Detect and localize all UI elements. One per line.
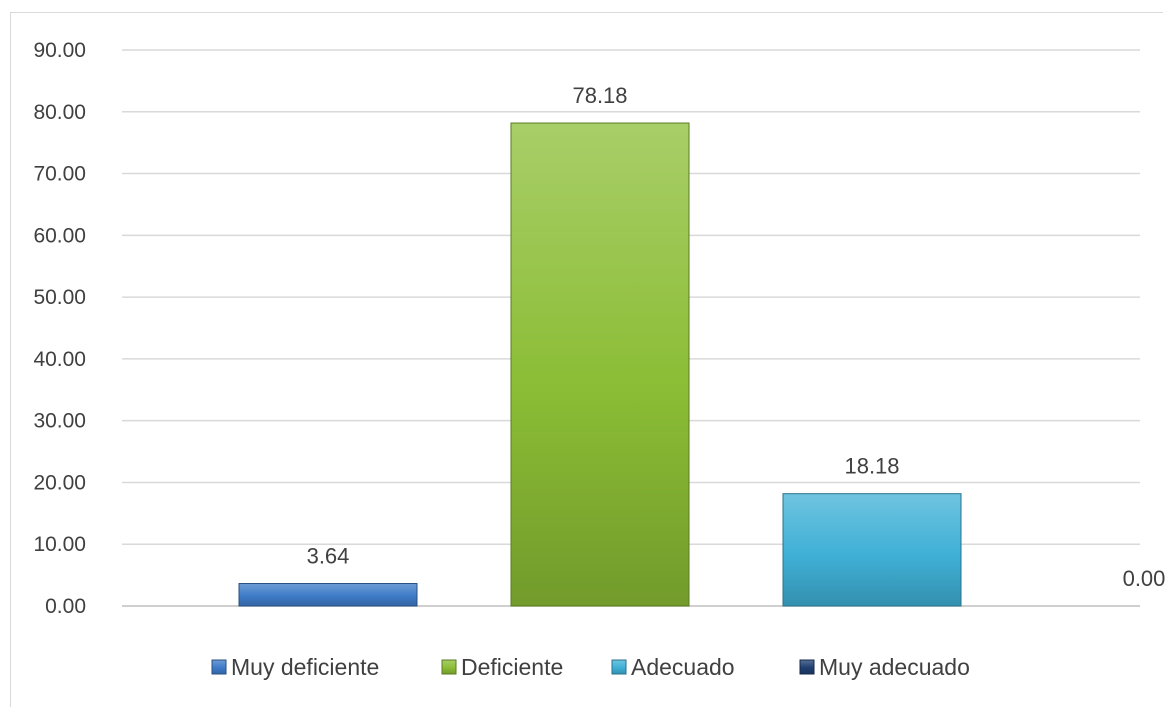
y-tick-label: 50.00 (33, 286, 86, 309)
y-tick-label: 90.00 (33, 39, 86, 62)
bar-muy-deficiente (238, 583, 418, 607)
y-tick-label: 70.00 (33, 163, 86, 186)
y-tick-label: 0.00 (45, 595, 86, 618)
y-axis-ticks: 0.00 10.00 20.00 30.00 40.00 50.00 60.00 70.00 8… (33, 39, 86, 618)
bars (238, 122, 962, 607)
data-label: 3.64 (307, 544, 350, 569)
y-tick-label: 10.00 (33, 533, 86, 556)
legend-label: Deficiente (461, 654, 563, 680)
legend-label: Muy adecuado (819, 654, 970, 680)
legend-label: Adecuado (631, 654, 735, 680)
data-label: 18.18 (844, 454, 899, 479)
y-tick-label: 20.00 (33, 471, 86, 494)
legend-label: Muy deficiente (231, 654, 379, 680)
data-label: 78.18 (572, 83, 627, 108)
legend-swatch (799, 659, 815, 675)
legend-swatch (611, 659, 627, 675)
y-tick-label: 80.00 (33, 101, 86, 124)
bar-deficiente (510, 122, 690, 607)
y-tick-label: 60.00 (33, 224, 86, 247)
chart-frame (10, 12, 1163, 707)
legend-swatch (211, 659, 227, 675)
legend: Muy deficiente Deficiente Adecuado Muy adec… (211, 654, 970, 680)
y-tick-label: 40.00 (33, 348, 86, 371)
legend-swatch (441, 659, 457, 675)
bar-adecuado (782, 493, 962, 607)
data-labels: 3.64 78.18 18.18 0.00 (307, 83, 1165, 591)
data-label: 0.00 (1123, 566, 1165, 591)
y-tick-label: 30.00 (33, 410, 86, 433)
